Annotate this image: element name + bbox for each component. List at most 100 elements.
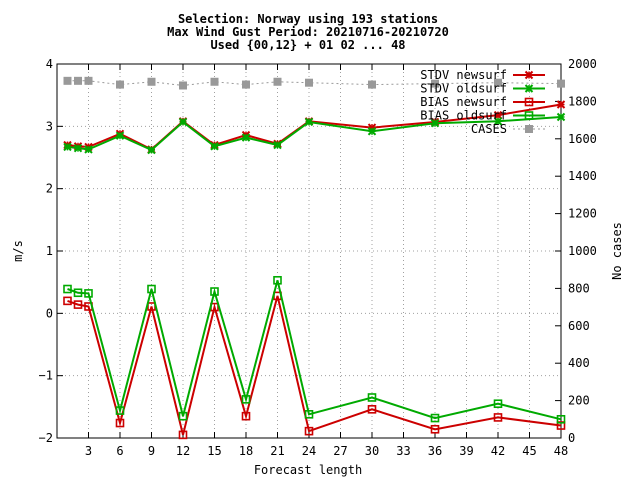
series-bias-oldsurf-point — [367, 393, 377, 402]
y2-tick-label: 1000 — [568, 244, 597, 258]
y-tick-label: −2 — [39, 431, 53, 445]
series-stdv-oldsurf-point — [304, 117, 314, 127]
series-bias-oldsurf-point — [73, 288, 83, 298]
series-bias-newsurf-point — [430, 424, 440, 434]
series — [63, 76, 566, 440]
y-tick-label: 0 — [46, 306, 53, 320]
series-stdv-oldsurf — [63, 112, 566, 155]
series-stdv-oldsurf-point — [115, 131, 125, 140]
y2-tick-label: 1200 — [568, 207, 597, 221]
series-bias-newsurf-point — [178, 430, 188, 440]
chart-title: Selection: Norway using 193 stations Max… — [167, 12, 449, 52]
series-stdv-oldsurf-point — [556, 112, 566, 122]
y-tick-label: −1 — [39, 369, 53, 383]
series-bias-oldsurf-point — [273, 275, 282, 285]
y2-tick-label: 1800 — [568, 94, 597, 108]
x-tick-label: 27 — [333, 444, 347, 458]
y2-tick-label: 400 — [568, 356, 590, 370]
series-cases-point — [305, 78, 313, 87]
series-stdv-oldsurf-point — [493, 117, 503, 126]
title-line-1: Selection: Norway using 193 stations — [178, 12, 438, 26]
x-tick-label: 45 — [522, 444, 536, 458]
legend-label: CASES — [471, 122, 507, 136]
x-tick-label: 36 — [428, 444, 442, 458]
legend-entry-bias-oldsurf: BIAS oldsurf — [420, 109, 545, 123]
y-tick-label: 3 — [46, 119, 53, 133]
x-tick-label: 12 — [176, 444, 190, 458]
series-stdv-oldsurf-point — [178, 117, 188, 127]
series-cases-point — [557, 79, 565, 88]
x-tick-label: 30 — [365, 444, 379, 458]
series-bias-newsurf — [63, 291, 566, 440]
x-tick-label: 24 — [302, 444, 316, 458]
x-tick-label: 48 — [554, 444, 568, 458]
series-bias-oldsurf-point — [115, 406, 125, 415]
series-bias-oldsurf-point — [430, 413, 440, 423]
series-bias-newsurf-point — [115, 418, 125, 428]
legend-label: BIAS newsurf — [420, 95, 507, 109]
series-cases-point — [63, 76, 72, 85]
series-bias-oldsurf-point — [304, 410, 314, 419]
title-line-3: Used {00,12} + 01 02 ... 48 — [210, 38, 405, 52]
x-axis-label: Forecast length — [254, 463, 362, 477]
series-bias-oldsurf-point — [147, 284, 156, 294]
series-stdv-oldsurf-point — [367, 127, 377, 136]
series-stdv-oldsurf-point — [430, 119, 440, 128]
y2-tick-label: 2000 — [568, 57, 597, 71]
y-tick-label: 1 — [46, 244, 53, 258]
series-cases-point — [179, 81, 187, 90]
y2-tick-label: 800 — [568, 281, 590, 295]
series-cases-point — [494, 78, 502, 87]
y2-tick-label: 0 — [568, 431, 575, 445]
legend-swatch-marker — [524, 97, 534, 107]
y2-axis-label: No cases — [610, 222, 624, 280]
series-stdv-oldsurf-point — [73, 143, 83, 153]
series-bias-oldsurf-point — [493, 399, 503, 409]
y-tick-label: 2 — [46, 182, 53, 196]
y2-tick-label: 1600 — [568, 132, 597, 146]
series-cases-point — [147, 77, 156, 86]
series-stdv-oldsurf-point — [63, 142, 72, 152]
series-stdv-oldsurf-point — [273, 140, 282, 150]
x-tick-label: 39 — [459, 444, 473, 458]
series-cases-point — [74, 76, 82, 85]
legend-swatch-marker — [524, 84, 534, 93]
y-tick-label: 4 — [46, 57, 53, 71]
series-stdv-newsurf-point — [556, 100, 566, 109]
series-stdv-newsurf-point — [493, 110, 503, 120]
grid — [57, 64, 561, 438]
series-stdv-oldsurf-point — [84, 145, 93, 154]
legend-label: BIAS oldsurf — [420, 109, 507, 123]
legend-label: STDV newsurf — [420, 68, 507, 82]
series-bias-oldsurf-point — [210, 287, 219, 296]
series-stdv-oldsurf-point — [147, 145, 156, 155]
series-cases-point — [242, 80, 250, 89]
y-axis-label: m/s — [11, 240, 25, 262]
x-tick-label: 33 — [396, 444, 410, 458]
series-cases-line — [67, 80, 562, 87]
series-bias-newsurf-point — [304, 426, 314, 436]
series-stdv-newsurf-line — [67, 103, 562, 151]
legend-swatch-marker — [524, 111, 534, 120]
x-tick-label: 3 — [85, 444, 92, 458]
series-bias-newsurf-point — [63, 296, 72, 306]
x-tick-label: 9 — [148, 444, 155, 458]
x-tick-label: 21 — [270, 444, 284, 458]
series-stdv-oldsurf-line — [67, 116, 562, 152]
axes: 3 6 9 12 15 18 21 24 27 30 33 36 39 42 45 48−2−10123402… — [39, 57, 597, 458]
series-bias-newsurf-line — [67, 295, 562, 436]
series-bias-oldsurf-point — [63, 284, 72, 294]
series-bias-oldsurf-point — [178, 411, 188, 421]
series-bias-newsurf-point — [493, 413, 503, 422]
series-bias-oldsurf-point — [84, 289, 93, 298]
series-bias-newsurf-point — [367, 405, 377, 414]
legend-swatch-marker — [525, 125, 533, 133]
series-stdv-oldsurf-point — [241, 133, 251, 142]
legend-swatch-marker — [524, 70, 534, 80]
series-bias-newsurf-point — [241, 411, 251, 421]
legend-entry-stdv-newsurf: STDV newsurf — [420, 68, 545, 82]
series-bias-oldsurf — [63, 275, 566, 424]
y2-tick-label: 600 — [568, 319, 590, 333]
